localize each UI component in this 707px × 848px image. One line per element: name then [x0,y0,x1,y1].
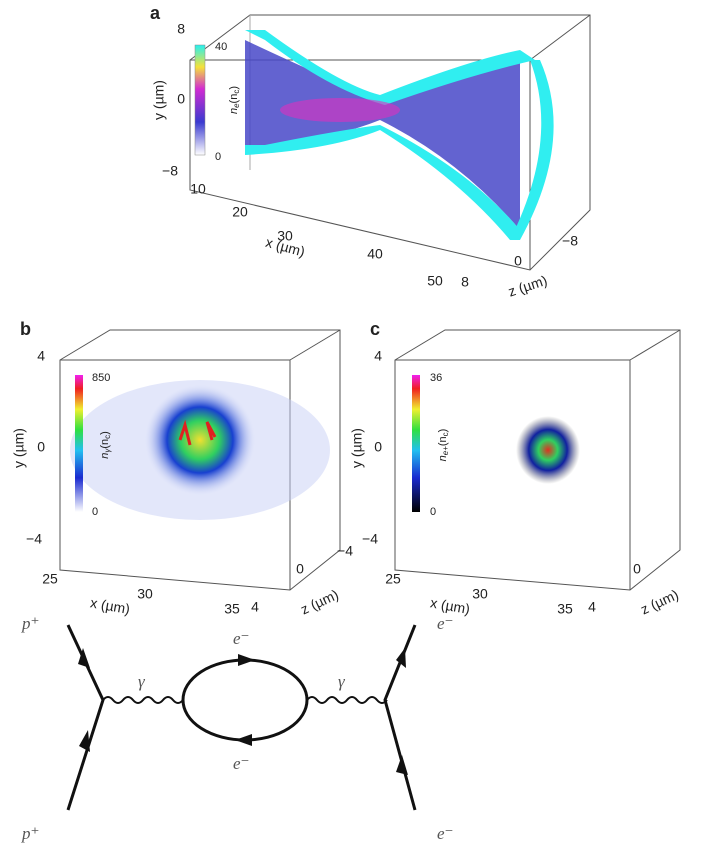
label-loop-top: e⁻ [233,629,250,648]
y-tick-label: 4 [374,348,382,364]
panel-a-plot [189,14,591,271]
y-axis-label: y (µm) [151,80,167,120]
colorbar-label-symbol: n [437,455,449,461]
colorbar-min: 0 [215,151,221,163]
feynman-diagram [66,624,417,811]
z-tick-label: 0 [296,561,304,577]
colorbar-label-close: ) [99,431,111,435]
colorbar-label-unit: (n [99,439,111,449]
label-out-top: e⁻ [437,614,454,633]
y-tick-label: 4 [37,348,45,364]
x-axis-label: x (µm) [264,234,307,260]
colorbar-label: ne(nc) [228,86,241,114]
y-tick-label: 0 [374,439,382,455]
y-axis-label: y (µm) [11,428,27,468]
z-axis-label: z (µm) [298,586,341,617]
colorbar-label-subscript: e+ [441,446,450,455]
label-in-top: p⁺ [21,614,39,633]
colorbar-label-subscript: γ [103,448,112,453]
x-tick-label: 25 [42,571,58,587]
x-tick-label: 35 [224,601,240,617]
colorbar-label: nγ(nc) [99,431,112,459]
x-axis-label: x (µm) [89,594,131,617]
x-tick-label: 50 [427,273,443,289]
colorbar-label-symbol: n [99,453,111,459]
z-tick-label: 8 [461,274,469,290]
y-tick-label: −4 [26,531,42,547]
colorbar-label-unit-subscript: c [232,90,241,94]
colorbar-label-unit-subscript: c [103,435,112,439]
colorbar-max: 40 [215,41,227,53]
colorbar-label: ne+(nc) [437,429,450,462]
label-in-bottom: p⁺ [21,824,39,843]
colorbar-label-unit: (n [437,436,449,446]
colorbar-min: 0 [92,506,98,518]
colorbar-label-close: ) [228,86,240,90]
colorbar-label-close: ) [437,429,449,433]
y-axis-label: y (µm) [349,428,365,468]
panel-label: c [370,319,380,339]
x-tick-label: 40 [367,246,383,262]
colorbar-label-symbol: n [228,108,240,114]
colorbar-label-subscript: e [232,103,241,108]
z-tick-label: −8 [562,233,578,249]
y-tick-label: −4 [362,531,378,547]
x-tick-label: 30 [137,586,153,602]
z-tick-label: 4 [588,599,596,615]
x-tick-label: 10 [190,181,206,197]
z-tick-label: 0 [633,561,641,577]
y-tick-label: 0 [177,91,185,107]
label-photon-left: γ [138,672,146,691]
colorbar-label-unit: (n [228,94,240,104]
z-axis-label: z (µm) [638,586,681,617]
x-tick-label: 20 [232,204,248,220]
panel-label: b [20,319,31,339]
colorbar-max: 850 [92,372,110,384]
z-tick-label: 4 [251,599,259,615]
x-tick-label: 35 [557,601,573,617]
z-tick-label: −4 [337,543,353,559]
label-photon-right: γ [338,672,346,691]
x-tick-label: 30 [472,586,488,602]
label-loop-bottom: e⁻ [233,754,250,773]
y-tick-label: 8 [177,21,185,37]
x-tick-label: 30 [277,228,293,244]
y-tick-label: −8 [162,163,178,179]
panel-label: a [150,3,161,23]
x-axis-label: x (µm) [429,594,471,617]
diagram-labels: p⁺ p⁺ e⁻ e⁻ γ γ e⁻ e⁻ [21,614,454,843]
panel-c-plot [394,329,681,591]
z-axis-label: z (µm) [506,272,549,300]
z-tick-label: 0 [514,253,522,269]
panel-b-plot [59,329,341,591]
x-tick-label: 25 [385,571,401,587]
label-out-bottom: e⁻ [437,824,454,843]
colorbar-max: 36 [430,372,442,384]
y-tick-label: 0 [37,439,45,455]
colorbar-min: 0 [430,506,436,518]
colorbar-label-unit-subscript: c [441,432,450,436]
